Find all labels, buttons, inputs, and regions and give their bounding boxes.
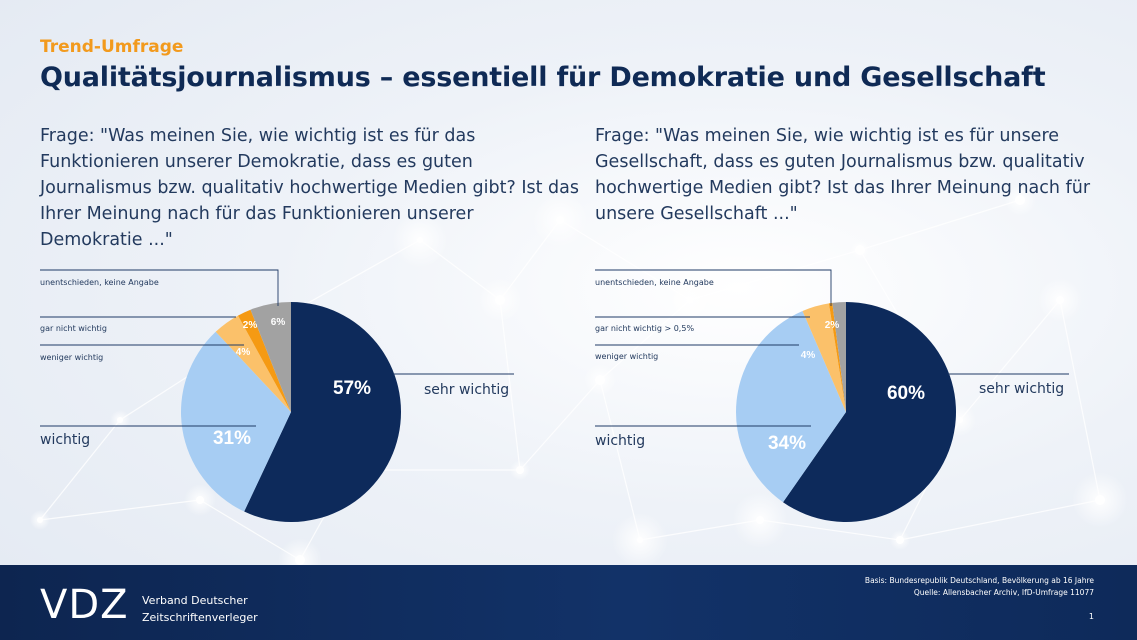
network-link xyxy=(859,199,1021,251)
network-node xyxy=(855,245,865,255)
value-label: 57% xyxy=(333,378,371,399)
network-link xyxy=(689,249,861,301)
organization-line-1: Verband Deutscher xyxy=(142,594,248,607)
network-node xyxy=(117,417,123,423)
label-unentschieden: unentschieden, keine Angabe xyxy=(40,278,159,287)
network-node xyxy=(595,375,605,385)
organization-line-2: Zeitschriftenverleger xyxy=(142,611,258,624)
slice-unentschieden xyxy=(250,302,291,412)
network-node xyxy=(637,537,643,543)
network-node xyxy=(516,466,524,474)
label-weniger-wichtig: weniger wichtig xyxy=(595,352,658,361)
network-node xyxy=(495,295,505,305)
survey-eyebrow: Trend-Umfrage xyxy=(40,37,184,57)
network-link xyxy=(519,379,601,471)
network-node xyxy=(1015,195,1025,205)
pie-chart-2: sehr wichtig wichtig weniger wichtig gar ni… xyxy=(595,269,1069,523)
pie-chart-1: sehr wichtig wichtig weniger wichtig gar ni… xyxy=(40,269,514,523)
network-node xyxy=(1056,296,1064,304)
question-right: Frage: "Was meinen Sie, wie wichtig ist … xyxy=(595,126,1091,224)
label-sehr-wichtig: sehr wichtig xyxy=(424,382,509,398)
value-label: 34% xyxy=(768,433,806,454)
network-node xyxy=(417,237,423,243)
network-node xyxy=(556,216,564,224)
source-note: Basis: Bundesrepublik Deutschland, Bevöl… xyxy=(865,575,1094,599)
label-wichtig: wichtig xyxy=(595,433,645,449)
slice-weniger-wichtig xyxy=(802,303,846,412)
slice-sehr-wichtig xyxy=(783,302,956,523)
network-node xyxy=(196,496,204,504)
leader-line xyxy=(595,269,832,306)
label-wichtig: wichtig xyxy=(40,432,90,448)
value-label: 60% xyxy=(887,383,925,404)
value-label: 4% xyxy=(236,347,251,358)
slice-unentschieden xyxy=(832,302,846,412)
network-node xyxy=(756,516,764,524)
network-link xyxy=(959,299,1061,421)
label-gar-nicht-wichtig: gar nicht wichtig > 0,5% xyxy=(595,324,694,333)
question-left: Frage: "Was meinen Sie, wie wichtig ist … xyxy=(40,126,579,250)
network-node xyxy=(896,536,904,544)
network-link xyxy=(1059,299,1101,501)
network-link xyxy=(499,299,521,471)
label-sehr-wichtig: sehr wichtig xyxy=(979,381,1064,397)
network-node xyxy=(687,297,693,303)
label-unentschieden: unentschieden, keine Angabe xyxy=(595,278,714,287)
slice-sehr-wichtig xyxy=(244,302,401,523)
slice-weniger-wichtig xyxy=(215,315,291,412)
basis-text: Basis: Bundesrepublik Deutschland, Bevöl… xyxy=(864,576,1094,585)
slice-wichtig xyxy=(735,310,846,503)
network-link xyxy=(899,499,1101,541)
pie-charts: sehr wichtig wichtig weniger wichtig gar ni… xyxy=(40,269,1069,523)
network-link xyxy=(39,499,201,521)
page-title: Qualitätsjournalismus – essentiell für D… xyxy=(40,62,1046,93)
value-label: 2% xyxy=(243,320,258,331)
value-label: 6% xyxy=(271,317,286,328)
network-node xyxy=(1095,495,1105,505)
source-text: Quelle: Allensbacher Archiv, IfD-Umfrage… xyxy=(913,588,1094,597)
organization-name: Verband Deutscher Zeitschriftenverleger xyxy=(142,592,258,626)
footer-bar xyxy=(0,565,1137,640)
network-node-glow xyxy=(278,538,322,565)
page-number: 1 xyxy=(1088,612,1094,621)
label-weniger-wichtig: weniger wichtig xyxy=(40,353,103,362)
value-label: 4% xyxy=(801,350,816,361)
leader-line xyxy=(40,269,279,306)
network-node xyxy=(37,517,43,523)
network-link xyxy=(39,419,121,521)
network-node xyxy=(295,555,305,565)
vdz-logo: VDZ xyxy=(40,582,129,628)
slice-gar-nicht-wichtig xyxy=(828,302,846,412)
value-label: 31% xyxy=(213,428,251,449)
value-label: 2% xyxy=(825,320,840,331)
label-gar-nicht-wichtig: gar nicht wichtig xyxy=(40,324,107,333)
slice-gar-nicht-wichtig xyxy=(238,309,291,412)
network-node xyxy=(957,417,963,423)
slice-wichtig xyxy=(180,331,291,512)
